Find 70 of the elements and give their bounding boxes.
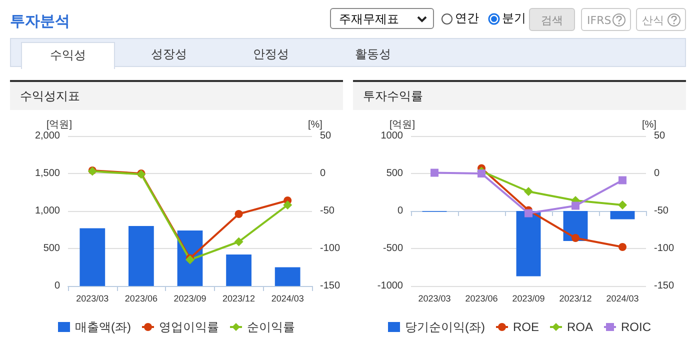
y2-tick-label: 50 xyxy=(654,130,666,142)
point xyxy=(524,187,533,196)
legend-label: ROE xyxy=(512,320,540,334)
x-tick-label: 2023/06 xyxy=(124,294,158,304)
point xyxy=(618,243,626,251)
bar xyxy=(128,226,154,286)
y-tick-label: -500 xyxy=(382,243,404,254)
point xyxy=(572,234,580,242)
point xyxy=(618,200,627,210)
point xyxy=(430,168,438,177)
x-tick-label: 2024/03 xyxy=(271,294,304,304)
y2-tick-label: 0 xyxy=(654,168,660,179)
x-tick-label: 2023/09 xyxy=(174,294,206,304)
y2-axis-title: [%] xyxy=(642,120,657,130)
y-axis-title: [억원] xyxy=(46,120,72,130)
y-tick-label: 500 xyxy=(386,168,404,179)
chart-title: 수익성지표 xyxy=(10,82,343,110)
x-tick-label: 2023/03 xyxy=(76,294,109,304)
y2-tick-label: -50 xyxy=(654,206,669,216)
text: IFRS xyxy=(581,8,631,31)
text: 안정성 xyxy=(252,46,290,63)
y-tick-label: 2,000 xyxy=(34,130,60,142)
y2-axis-title: [%] xyxy=(308,120,323,130)
text: 성장성 xyxy=(150,46,188,63)
x-tick-label: 2023/09 xyxy=(512,294,545,304)
point xyxy=(524,209,532,218)
y2-tick-label: -150 xyxy=(320,280,340,292)
dropdown: 주재무제표 xyxy=(330,8,434,29)
bar xyxy=(226,254,252,286)
legend-label: ROIC xyxy=(621,320,652,334)
text: 수익성 xyxy=(21,42,115,69)
point xyxy=(618,176,626,184)
y-tick-label: 1000 xyxy=(380,130,404,142)
text: 활동성 xyxy=(354,46,392,63)
text: 연간 xyxy=(455,10,479,27)
legend-label: 매출액(좌) xyxy=(75,320,132,334)
x-tick-label: 2023/12 xyxy=(559,294,592,304)
point xyxy=(283,200,292,210)
chart-title: 투자수익률 xyxy=(353,82,686,110)
y2-tick-label: -100 xyxy=(320,243,340,254)
x-tick-label: 2023/06 xyxy=(465,294,498,304)
x-tick-label: 2023/03 xyxy=(418,294,451,304)
y-tick-label: 0 xyxy=(397,206,404,216)
y-tick-label: 1,000 xyxy=(34,206,60,216)
legend-label: 순이익률 xyxy=(246,320,295,334)
legend-label: 당기순이익(좌) xyxy=(405,320,485,334)
text: 검색 xyxy=(529,8,575,31)
y-axis-title: [억원] xyxy=(389,120,416,130)
point xyxy=(478,170,486,178)
y2-tick-label: 0 xyxy=(320,168,326,179)
legend-label: ROA xyxy=(566,320,594,334)
point xyxy=(572,202,580,210)
text: 산식 xyxy=(636,8,686,31)
x-tick-label: 2024/03 xyxy=(606,294,639,304)
y2-tick-label: -150 xyxy=(654,280,674,292)
legend-label: 영업이익률 xyxy=(158,320,219,334)
y2-tick-label: 50 xyxy=(320,130,332,142)
y-tick-label: 0 xyxy=(54,280,60,292)
point xyxy=(234,210,243,218)
y-tick-label: -1000 xyxy=(377,280,404,292)
bar xyxy=(80,228,106,286)
y2-tick-label: -100 xyxy=(654,243,674,254)
text: 분기 xyxy=(502,10,526,27)
x-tick-label: 2023/12 xyxy=(222,294,256,304)
y-tick-label: 500 xyxy=(43,243,60,254)
point xyxy=(234,237,244,246)
y-tick-label: 1,500 xyxy=(34,168,60,179)
text: 투자분석 xyxy=(10,12,70,31)
bar xyxy=(274,267,300,286)
y2-tick-label: -50 xyxy=(320,206,335,216)
